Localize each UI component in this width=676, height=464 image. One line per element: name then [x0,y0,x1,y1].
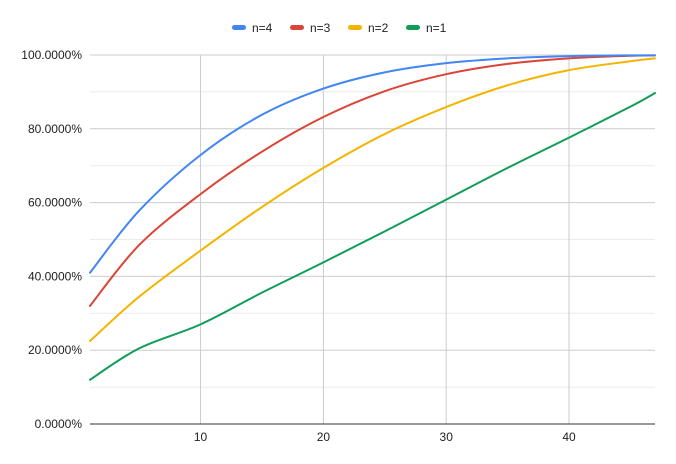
series-line-n3 [89,54,656,307]
y-tick-label: 80.0000% [28,122,82,136]
legend-label: n=3 [310,21,331,35]
legend-item: n=2 [348,21,389,35]
y-tick-label: 100.0000% [21,48,82,62]
series-lines [89,54,656,381]
legend-item: n=1 [406,21,447,35]
y-tick-label: 0.0000% [35,417,83,431]
legend-label: n=4 [252,21,273,35]
legend-swatch [406,25,420,30]
legend-swatch [348,25,362,30]
x-tick-label: 30 [440,430,454,444]
legend: n=4 n=3 n=2 n=1 [232,21,447,35]
y-tick-label: 40.0000% [28,269,82,283]
legend-label: n=1 [426,21,447,35]
legend-swatch [290,25,304,30]
series-line-n1 [89,92,656,381]
series-line-n4 [89,54,656,274]
y-tick-label: 60.0000% [28,196,82,210]
legend-swatch [232,25,246,30]
legend-item: n=4 [232,21,273,35]
x-tick-label: 40 [562,430,576,444]
axes: 0.0000% 20.0000% 40.0000% 60.0000% 80.0000% 1… [21,48,655,444]
gridlines [90,54,655,424]
y-tick-label: 20.0000% [28,343,82,357]
x-tick-label: 20 [317,430,331,444]
x-tick-label: 10 [194,430,208,444]
legend-item: n=3 [290,21,331,35]
legend-label: n=2 [368,21,389,35]
series-line-n2 [89,57,656,342]
